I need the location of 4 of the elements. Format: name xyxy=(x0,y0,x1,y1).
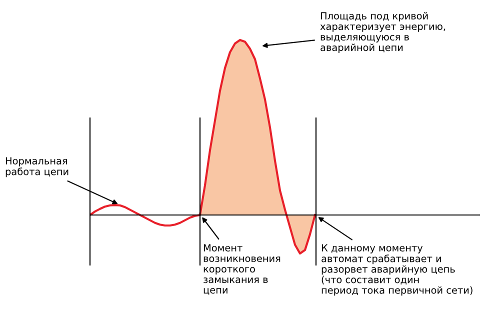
annotation: Момент возникновения короткого замыкания в цепи xyxy=(204,244,280,295)
text: Нормальная работа цепи xyxy=(6,157,68,178)
annotation: К данному моменту автомат срабатывает и разорвет аварийную цепь (что составит один период тока первичной сети) xyxy=(322,244,472,296)
annotation: Площадь под кривой характеризует энергию, выделяющуюся в аварийной цепи xyxy=(320,12,446,53)
